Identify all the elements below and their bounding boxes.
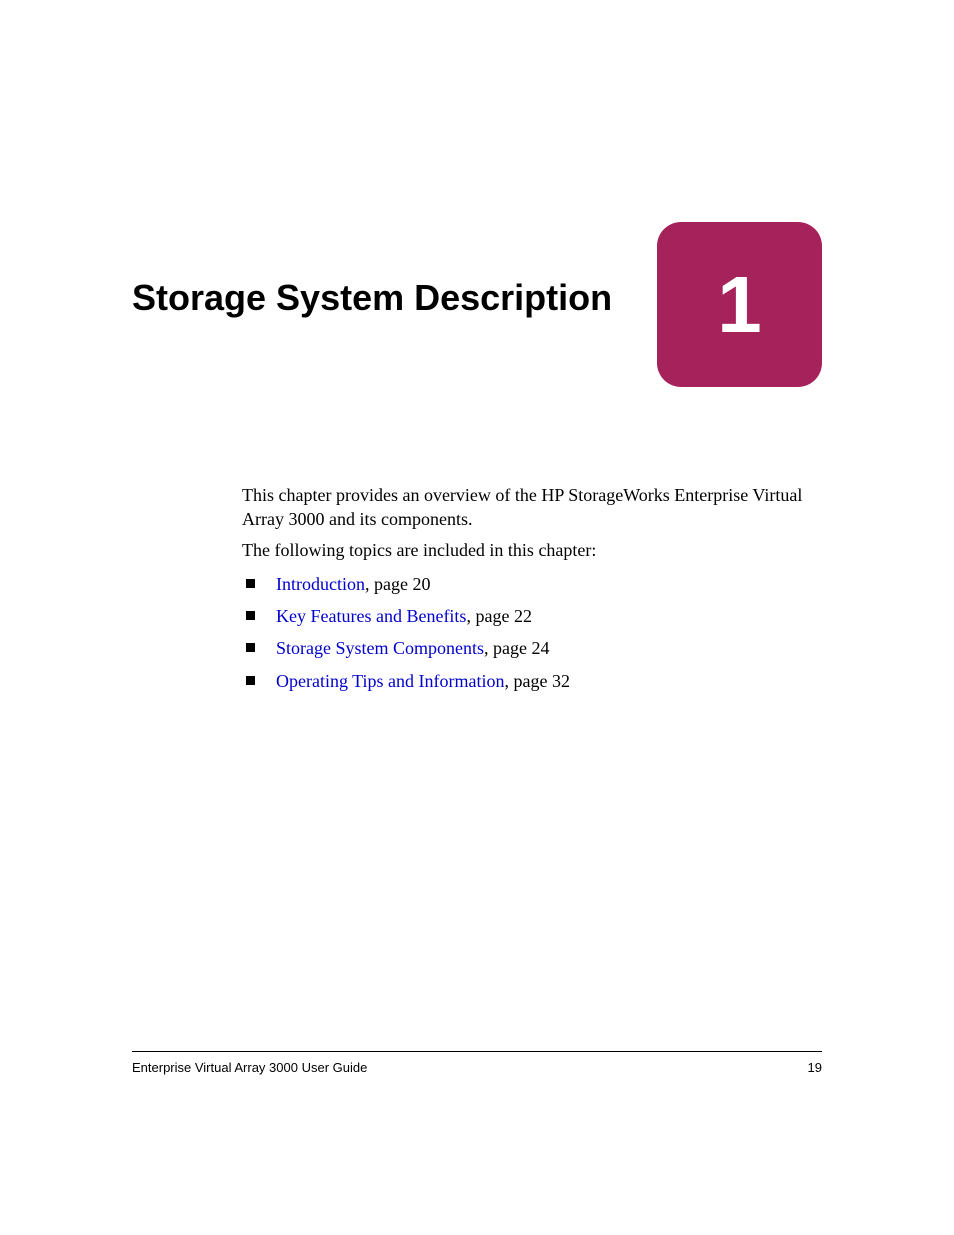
chapter-header: Storage System Description 1 [132, 222, 822, 387]
footer-page-number: 19 [808, 1060, 822, 1075]
topic-page-number: 24 [531, 638, 549, 658]
page-footer: Enterprise Virtual Array 3000 User Guide… [132, 1051, 822, 1075]
topic-link-key-features[interactable]: Key Features and Benefits [276, 606, 466, 626]
topic-link-introduction[interactable]: Introduction [276, 574, 365, 594]
topic-link-storage-components[interactable]: Storage System Components [276, 638, 484, 658]
topic-page-number: 20 [412, 574, 430, 594]
topic-page-number: 32 [552, 671, 570, 691]
bullet-icon [246, 676, 255, 685]
topic-page-ref: , page 32 [504, 671, 569, 691]
chapter-number: 1 [717, 259, 762, 351]
topic-item: Storage System Components, page 24 [242, 636, 822, 660]
topic-item: Introduction, page 20 [242, 572, 822, 596]
bullet-icon [246, 579, 255, 588]
topic-item: Operating Tips and Information, page 32 [242, 669, 822, 693]
chapter-badge: 1 [657, 222, 822, 387]
topic-page-ref: , page 20 [365, 574, 430, 594]
lead-paragraph: The following topics are included in thi… [242, 538, 822, 562]
topic-page-number: 22 [514, 606, 532, 626]
body-text: This chapter provides an overview of the… [132, 483, 822, 693]
topic-list: Introduction, page 20 Key Features and B… [242, 572, 822, 693]
footer-doc-title: Enterprise Virtual Array 3000 User Guide [132, 1060, 367, 1075]
topic-page-ref: , page 24 [484, 638, 549, 658]
bullet-icon [246, 611, 255, 620]
page-content: Storage System Description 1 This chapte… [0, 0, 954, 1055]
intro-paragraph: This chapter provides an overview of the… [242, 483, 822, 532]
bullet-icon [246, 643, 255, 652]
chapter-title: Storage System Description [132, 222, 612, 319]
topic-page-ref: , page 22 [466, 606, 531, 626]
topic-link-operating-tips[interactable]: Operating Tips and Information [276, 671, 504, 691]
topic-item: Key Features and Benefits, page 22 [242, 604, 822, 628]
